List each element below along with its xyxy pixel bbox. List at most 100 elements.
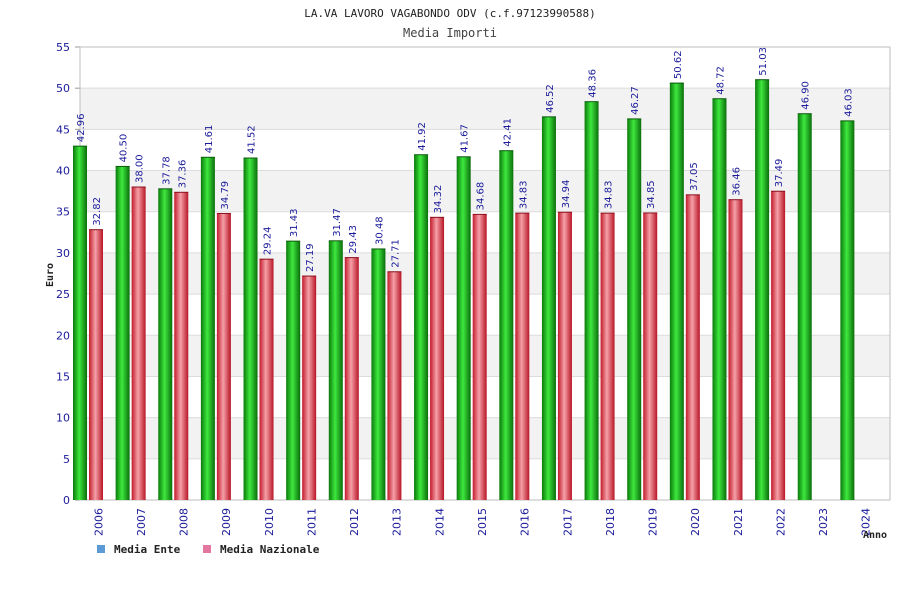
bar-media-ente — [456, 156, 471, 501]
bar-media-nazionale — [216, 213, 231, 500]
data-label: 32.82 — [92, 197, 103, 226]
x-tick-label: 2011 — [305, 508, 318, 536]
x-tick-label: 2021 — [732, 508, 745, 536]
y-tick-label: 25 — [56, 288, 70, 301]
bar-media-nazionale — [344, 257, 359, 500]
bar-media-ente — [328, 240, 343, 500]
x-tick-label: 2022 — [774, 508, 787, 536]
bar-media-nazionale — [643, 212, 658, 501]
y-tick-label: 5 — [63, 453, 70, 466]
bar-media-nazionale — [174, 192, 189, 500]
y-tick-label: 45 — [56, 123, 70, 136]
grid-band — [80, 129, 890, 171]
x-tick-label: 2013 — [391, 508, 404, 536]
bar-media-ente — [755, 79, 770, 500]
bar-media-nazionale — [771, 191, 786, 500]
data-label: 41.67 — [460, 124, 471, 153]
y-tick-label: 20 — [56, 329, 70, 342]
data-label: 34.83 — [604, 180, 615, 209]
bar-media-ente — [797, 113, 812, 501]
bar-media-nazionale — [387, 271, 402, 500]
x-tick-label: 2014 — [433, 508, 446, 536]
data-label: 46.27 — [630, 86, 641, 115]
data-label: 41.61 — [204, 125, 215, 154]
data-label: 34.79 — [220, 181, 231, 210]
bar-media-nazionale — [600, 213, 615, 501]
x-axis-label: Anno — [863, 530, 887, 541]
grid-band — [80, 47, 890, 89]
data-label: 34.32 — [433, 185, 444, 214]
bar-media-ente — [115, 166, 130, 500]
data-label: 37.49 — [774, 159, 785, 188]
data-label: 48.72 — [715, 66, 726, 95]
legend-swatch-media-nazionale — [203, 545, 211, 553]
x-tick-label: 2006 — [92, 508, 105, 536]
bar-media-nazionale — [302, 276, 317, 500]
bar-media-nazionale — [430, 217, 445, 500]
bar-media-ente — [584, 101, 599, 500]
data-label: 42.41 — [502, 118, 513, 147]
x-tick-label: 2023 — [817, 508, 830, 536]
bar-media-ente — [158, 188, 173, 500]
legend-label-media-ente: Media Ente — [114, 543, 181, 556]
data-label: 31.43 — [289, 208, 300, 237]
data-label: 34.83 — [518, 180, 529, 209]
data-label: 37.36 — [177, 160, 188, 189]
bar-media-nazionale — [685, 194, 700, 501]
bar-media-ente — [669, 83, 684, 501]
x-tick-label: 2008 — [178, 508, 191, 536]
x-tick-label: 2009 — [220, 508, 233, 536]
bar-media-ente — [627, 118, 642, 501]
data-label: 46.90 — [801, 81, 812, 110]
bar-media-nazionale — [728, 199, 743, 500]
y-axis-label: Euro — [45, 263, 56, 287]
legend-swatch-media-ente — [97, 545, 105, 553]
bar-media-nazionale — [472, 214, 487, 500]
x-tick-label: 2015 — [476, 508, 489, 536]
data-label: 34.85 — [646, 180, 657, 209]
x-tick-label: 2024 — [860, 508, 873, 536]
data-label: 38.00 — [135, 154, 146, 183]
bar-media-nazionale — [259, 259, 274, 500]
data-label: 46.03 — [843, 88, 854, 117]
bar-media-ente — [499, 150, 514, 501]
x-tick-label: 2017 — [561, 508, 574, 536]
y-tick-label: 40 — [56, 165, 70, 178]
y-tick-label: 15 — [56, 370, 70, 383]
bar-media-nazionale — [515, 213, 530, 501]
x-tick-label: 2019 — [647, 508, 660, 536]
data-label: 40.50 — [119, 134, 130, 163]
data-label: 42.96 — [76, 114, 87, 143]
data-label: 37.05 — [689, 162, 700, 191]
bar-media-ente — [73, 146, 87, 500]
data-label: 50.62 — [673, 50, 684, 79]
y-tick-label: 30 — [56, 247, 70, 260]
y-tick-label: 0 — [63, 494, 70, 507]
bar-media-ente — [414, 154, 429, 501]
bar-media-ente — [243, 158, 258, 500]
bar-media-ente — [286, 241, 301, 500]
bar-media-nazionale — [557, 212, 572, 501]
bar-media-ente — [371, 248, 386, 500]
data-label: 27.71 — [390, 239, 401, 268]
data-label: 48.36 — [588, 69, 599, 98]
y-tick-label: 55 — [56, 41, 70, 54]
data-label: 37.78 — [161, 156, 172, 185]
y-tick-label: 50 — [56, 82, 70, 95]
legend: Media Ente Media Nazionale — [97, 543, 320, 556]
x-tick-label: 2007 — [135, 508, 148, 536]
data-label: 36.46 — [731, 167, 742, 196]
data-label: 51.03 — [758, 47, 769, 76]
data-label: 31.47 — [332, 208, 343, 237]
grid-band — [80, 88, 890, 130]
data-label: 27.19 — [305, 243, 316, 272]
chart-subtitle: Media Importi — [403, 26, 497, 40]
bar-media-ente — [840, 120, 855, 500]
legend-label-media-nazionale: Media Nazionale — [220, 543, 320, 556]
data-label: 41.92 — [417, 122, 428, 151]
bar-media-nazionale — [131, 187, 146, 500]
data-label: 29.24 — [263, 227, 274, 256]
plot-area: 0 5 10 15 20 25 30 35 40 45 50 55 42.96 32.82 2006 40.5… — [56, 41, 891, 536]
chart-title: LA.VA LAVORO VAGABONDO ODV (c.f.97123990… — [304, 7, 595, 20]
